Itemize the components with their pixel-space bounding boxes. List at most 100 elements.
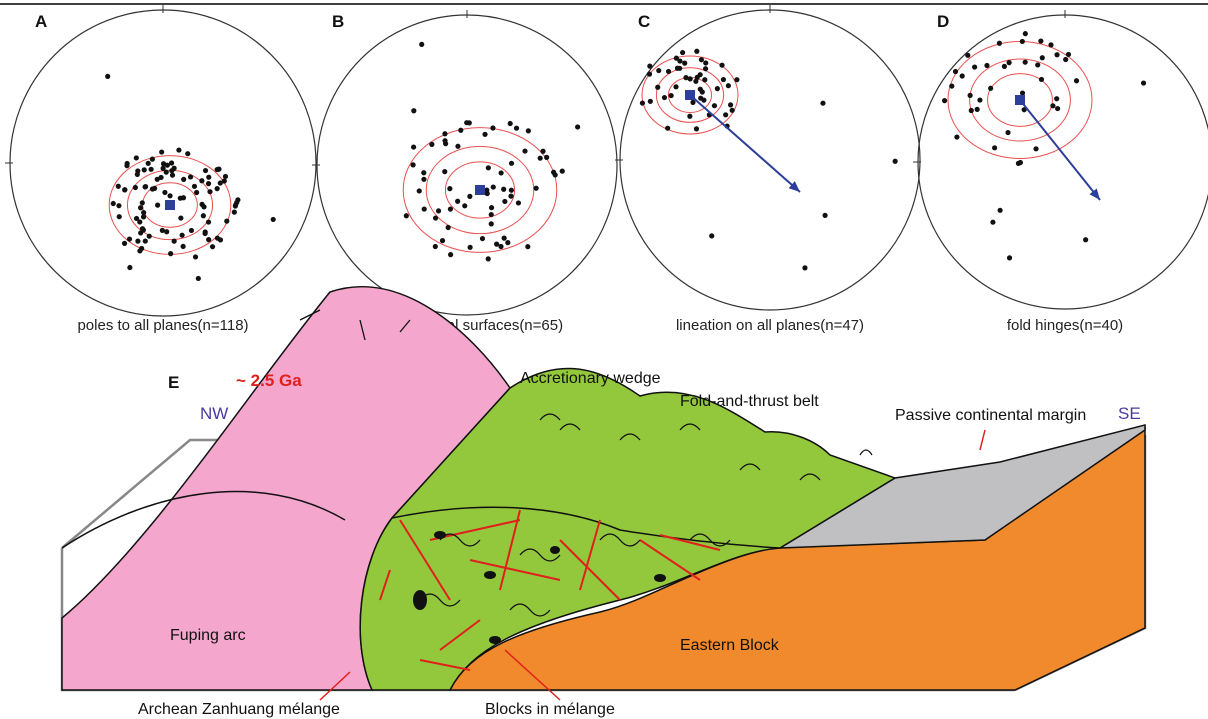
- pole: [137, 248, 142, 253]
- pole: [116, 203, 121, 208]
- pole: [111, 201, 116, 206]
- pole: [193, 254, 198, 259]
- pole: [410, 162, 415, 167]
- pole: [442, 169, 447, 174]
- pole: [683, 75, 688, 80]
- pole: [143, 184, 148, 189]
- arrow: [690, 95, 800, 192]
- pole: [169, 168, 174, 173]
- pole: [1038, 38, 1043, 43]
- pole: [1048, 42, 1053, 47]
- pole: [723, 112, 728, 117]
- pole: [433, 215, 438, 220]
- pole: [442, 131, 447, 136]
- pole: [168, 251, 173, 256]
- pole: [419, 42, 424, 47]
- pole: [486, 256, 491, 261]
- pole: [508, 194, 513, 199]
- pole: [448, 252, 453, 257]
- pole: [694, 49, 699, 54]
- pole: [1023, 60, 1028, 65]
- pole: [544, 155, 549, 160]
- label: Archean Zanhuang mélange: [138, 701, 340, 718]
- pole: [728, 102, 733, 107]
- pole: [499, 170, 504, 175]
- pole: [467, 120, 472, 125]
- pole: [436, 208, 441, 213]
- pole: [703, 66, 708, 71]
- pole: [893, 159, 898, 164]
- block: [434, 531, 446, 539]
- pole: [170, 173, 175, 178]
- pole: [677, 66, 682, 71]
- pole: [673, 84, 678, 89]
- pole: [486, 165, 491, 170]
- panel-label: A: [35, 12, 47, 31]
- pole: [199, 178, 204, 183]
- stereonet: [317, 15, 617, 315]
- pole: [538, 156, 543, 161]
- pole: [138, 230, 143, 235]
- pole: [1007, 255, 1012, 260]
- label: Passive continental margin: [895, 407, 1086, 424]
- pole: [682, 61, 687, 66]
- pole: [687, 114, 692, 119]
- pole: [218, 237, 223, 242]
- pole: [135, 172, 140, 177]
- pole: [1020, 39, 1025, 44]
- pole: [207, 189, 212, 194]
- pole: [1040, 55, 1045, 60]
- mean-vector: [475, 185, 485, 195]
- pole: [122, 241, 127, 246]
- pole: [666, 69, 671, 74]
- pole: [455, 144, 460, 149]
- pole: [648, 99, 653, 104]
- pole: [422, 206, 427, 211]
- pole: [1039, 77, 1044, 82]
- pole: [196, 276, 201, 281]
- pole: [997, 41, 1002, 46]
- block-diagram: E ~ 2.5 Ga Accretionary wedge Fold-and-t…: [62, 287, 1145, 718]
- pole: [960, 73, 965, 78]
- pole: [134, 155, 139, 160]
- pole: [442, 138, 447, 143]
- pole: [730, 108, 735, 113]
- pole: [669, 93, 674, 98]
- block: [484, 571, 496, 579]
- pole: [421, 177, 426, 182]
- pole: [802, 265, 807, 270]
- block: [413, 590, 427, 610]
- pole: [998, 208, 1003, 213]
- pole: [433, 244, 438, 249]
- pole: [719, 63, 724, 68]
- pole: [972, 64, 977, 69]
- direction-label: NW: [200, 404, 228, 423]
- pole: [977, 97, 982, 102]
- pole: [489, 205, 494, 210]
- pole: [194, 190, 199, 195]
- pole: [133, 185, 138, 190]
- pole: [127, 265, 132, 270]
- pole: [271, 217, 276, 222]
- pole: [551, 170, 556, 175]
- label: Accretionary wedge: [520, 370, 661, 387]
- pole: [965, 53, 970, 58]
- pole: [1054, 52, 1059, 57]
- pole: [147, 234, 152, 239]
- pole: [206, 219, 211, 224]
- pole: [1066, 52, 1071, 57]
- pole: [232, 210, 237, 215]
- pole: [1020, 90, 1025, 95]
- pole: [181, 177, 186, 182]
- pole: [715, 86, 720, 91]
- pole: [522, 148, 527, 153]
- pole: [489, 221, 494, 226]
- pole: [647, 72, 652, 77]
- pole: [575, 124, 580, 129]
- pole: [540, 149, 545, 154]
- pole: [218, 180, 223, 185]
- pole: [192, 184, 197, 189]
- pole: [640, 100, 645, 105]
- pole: [149, 167, 154, 172]
- pole: [820, 101, 825, 106]
